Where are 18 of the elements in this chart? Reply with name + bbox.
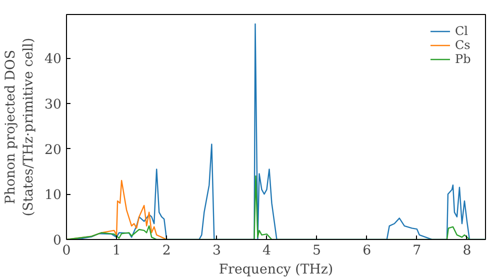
legend-label: Cs [455, 38, 472, 52]
x-tick-label: 6 [362, 244, 372, 258]
legend-label: Cl [455, 24, 470, 38]
y-tick-label: 20 [44, 142, 62, 158]
x-tick-label: 4 [262, 244, 271, 258]
x-axis-title: Frequency (THz) [218, 262, 334, 278]
x-tick-label: 7 [412, 244, 422, 258]
y-tick-label: 0 [53, 234, 62, 248]
x-tick-label: 3 [212, 244, 221, 258]
x-tick-label: 1 [112, 244, 121, 258]
x-tick-label: 2 [162, 244, 171, 258]
x-tick-label: 8 [462, 244, 472, 258]
y-tick-label: 30 [44, 97, 62, 112]
y-tick-label: 10 [44, 188, 62, 204]
legend-label: Pb [455, 52, 472, 66]
y-axis-title: Phonon projected DOS (States/THz·primitive cell) [4, 38, 37, 216]
y-tick-label: 40 [44, 52, 62, 68]
x-tick-label: 5 [312, 244, 322, 258]
